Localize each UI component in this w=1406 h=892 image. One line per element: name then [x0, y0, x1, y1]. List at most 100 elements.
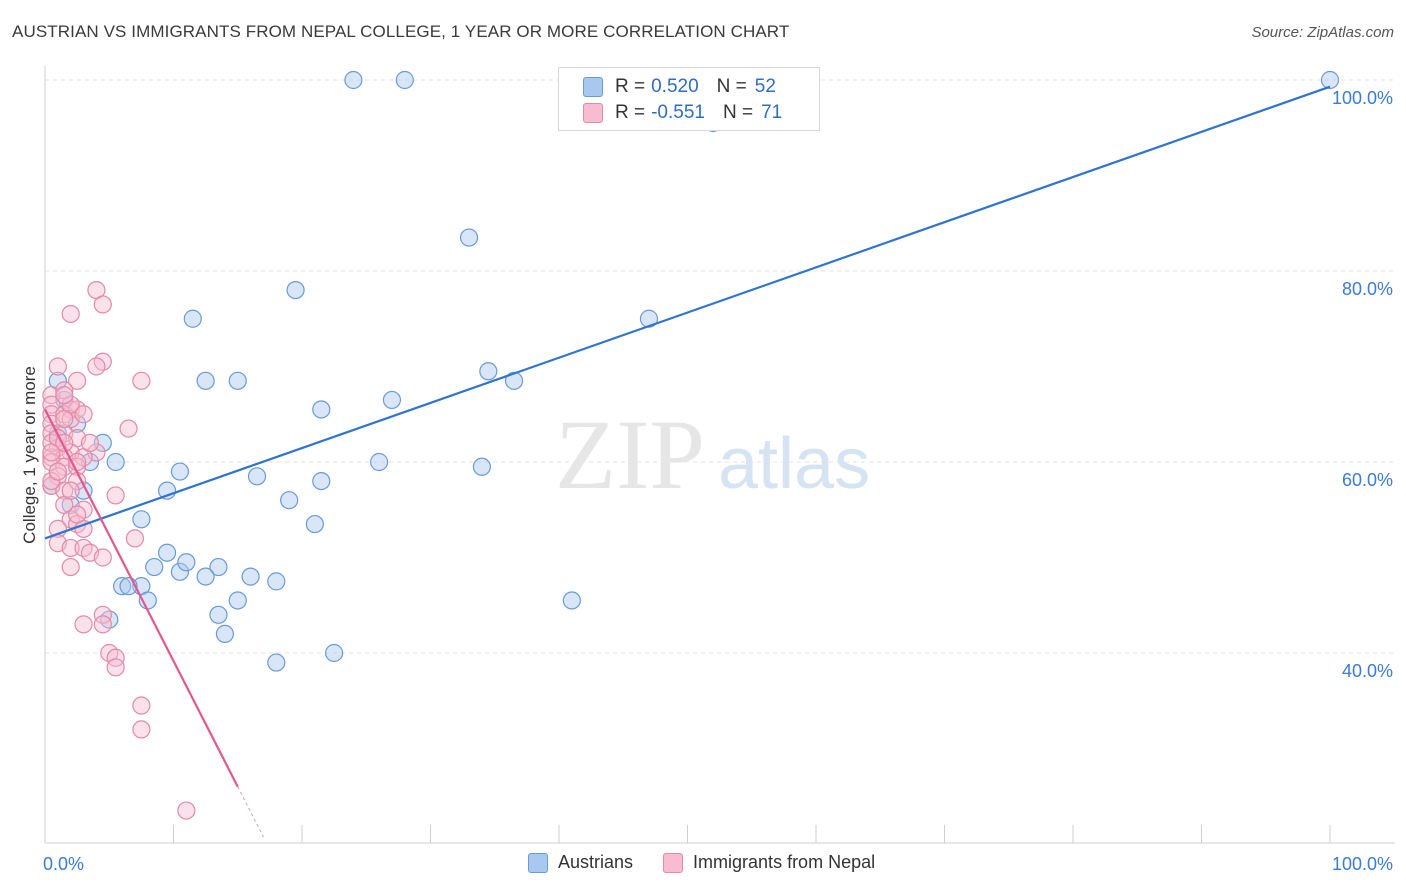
point-austrians: [472, 457, 491, 476]
point-austrians: [325, 643, 344, 663]
point-austrians: [241, 567, 260, 586]
point-austrians: [382, 390, 402, 410]
point-austrians: [93, 433, 112, 452]
y-tick-label: 80.0%: [1342, 279, 1393, 299]
legend-swatch-nepal: [583, 103, 603, 123]
point-austrians: [280, 491, 299, 510]
point-austrians: [177, 553, 196, 572]
series-legend: Austrians Immigrants from Nepal: [528, 852, 905, 873]
axes: [44, 66, 1395, 844]
point-nepal: [125, 529, 145, 548]
legend-r-label: R =: [615, 76, 646, 97]
point-austrians: [1320, 70, 1340, 90]
y-tick-label: 100.0%: [1332, 88, 1393, 108]
point-nepal: [42, 472, 61, 491]
point-nepal: [132, 720, 151, 739]
point-austrians: [305, 514, 324, 534]
point-nepal: [119, 419, 138, 438]
legend-swatch-austrians: [528, 852, 548, 873]
point-austrians: [312, 400, 331, 419]
legend-n-label: N =: [722, 102, 754, 123]
legend-item-austrians[interactable]: Austrians: [528, 852, 633, 873]
point-austrians: [479, 362, 498, 381]
point-austrians: [370, 452, 389, 472]
legend-n-value: 52: [754, 76, 776, 97]
data-points: [42, 70, 1340, 820]
point-austrians: [157, 543, 177, 562]
point-austrians: [112, 577, 132, 596]
point-austrians: [504, 371, 524, 390]
point-austrians: [106, 452, 125, 472]
watermark-zip: ZIP: [555, 399, 705, 510]
point-nepal: [132, 696, 151, 715]
watermark: ZIP atlas: [555, 399, 870, 510]
point-austrians: [459, 228, 479, 247]
point-austrians: [286, 281, 305, 300]
legend-label-nepal: Immigrants from Nepal: [693, 852, 876, 872]
point-austrians: [132, 510, 151, 529]
point-austrians: [209, 557, 228, 577]
point-nepal: [106, 648, 125, 667]
x-tick-label: 0.0%: [43, 854, 84, 874]
source-label: Source: ZipAtlas.com: [1251, 24, 1394, 41]
point-nepal: [55, 409, 74, 429]
point-nepal: [74, 615, 93, 634]
point-austrians: [183, 309, 202, 328]
point-austrians: [196, 567, 215, 586]
point-austrians: [267, 653, 286, 672]
point-nepal: [55, 481, 74, 500]
point-nepal: [61, 557, 80, 577]
grid: [45, 79, 1395, 654]
trendline-nepal-extension: [237, 786, 264, 838]
legend-label-austrians: Austrians: [558, 852, 634, 872]
legend-row-nepal: R = -0.551 N = 71: [583, 101, 782, 125]
point-austrians: [228, 591, 247, 610]
trendline-nepal: [44, 408, 239, 788]
point-nepal: [93, 548, 112, 567]
watermark-atlas: atlas: [718, 424, 870, 504]
stats-legend: R = 0.520 N = 52 R = -0.551 N = 71: [558, 67, 820, 131]
y-axis-label: College, 1 year or more: [20, 366, 39, 544]
point-nepal: [42, 395, 61, 414]
point-nepal: [61, 304, 80, 324]
point-austrians: [267, 572, 286, 591]
point-austrians: [312, 472, 331, 491]
point-austrians: [395, 70, 414, 90]
point-nepal: [48, 462, 67, 481]
legend-swatch-austrians: [583, 77, 603, 97]
point-nepal: [68, 505, 87, 524]
point-austrians: [247, 467, 267, 486]
y-tick-label: 60.0%: [1342, 470, 1393, 490]
trend-lines: [44, 85, 1331, 838]
chart-title: AUSTRIAN VS IMMIGRANTS FROM NEPAL COLLEG…: [12, 22, 790, 41]
point-nepal: [55, 386, 74, 405]
point-nepal: [61, 538, 80, 558]
legend-row-austrians: R = 0.520 N = 52: [583, 75, 776, 99]
legend-r-value: -0.551: [651, 102, 705, 123]
point-nepal: [87, 357, 106, 376]
legend-n-label: N =: [716, 76, 747, 97]
legend-item-nepal[interactable]: Immigrants from Nepal: [663, 852, 875, 873]
point-nepal: [132, 371, 151, 390]
point-nepal: [74, 405, 93, 424]
tick-labels: 40.0% 60.0% 80.0% 100.0% 0.0% 100.0%: [43, 88, 1393, 874]
y-tick-label: 40.0%: [1342, 661, 1393, 681]
x-tick-label: 100.0%: [1332, 854, 1393, 874]
point-austrians: [145, 557, 164, 577]
point-austrians: [228, 371, 247, 390]
legend-r-label: R =: [615, 102, 646, 123]
point-nepal: [93, 615, 112, 634]
point-austrians: [196, 371, 215, 390]
point-nepal: [177, 801, 196, 820]
point-nepal: [68, 371, 87, 390]
legend-r-value: 0.520: [651, 76, 699, 97]
point-nepal: [106, 486, 125, 505]
point-nepal: [42, 443, 61, 462]
trendline-austrians: [44, 85, 1331, 540]
point-nepal: [93, 605, 112, 624]
point-austrians: [215, 624, 234, 644]
legend-n-value: 71: [761, 102, 783, 123]
legend-swatch-nepal: [663, 852, 684, 873]
point-austrians: [170, 562, 190, 581]
point-nepal: [93, 295, 112, 314]
